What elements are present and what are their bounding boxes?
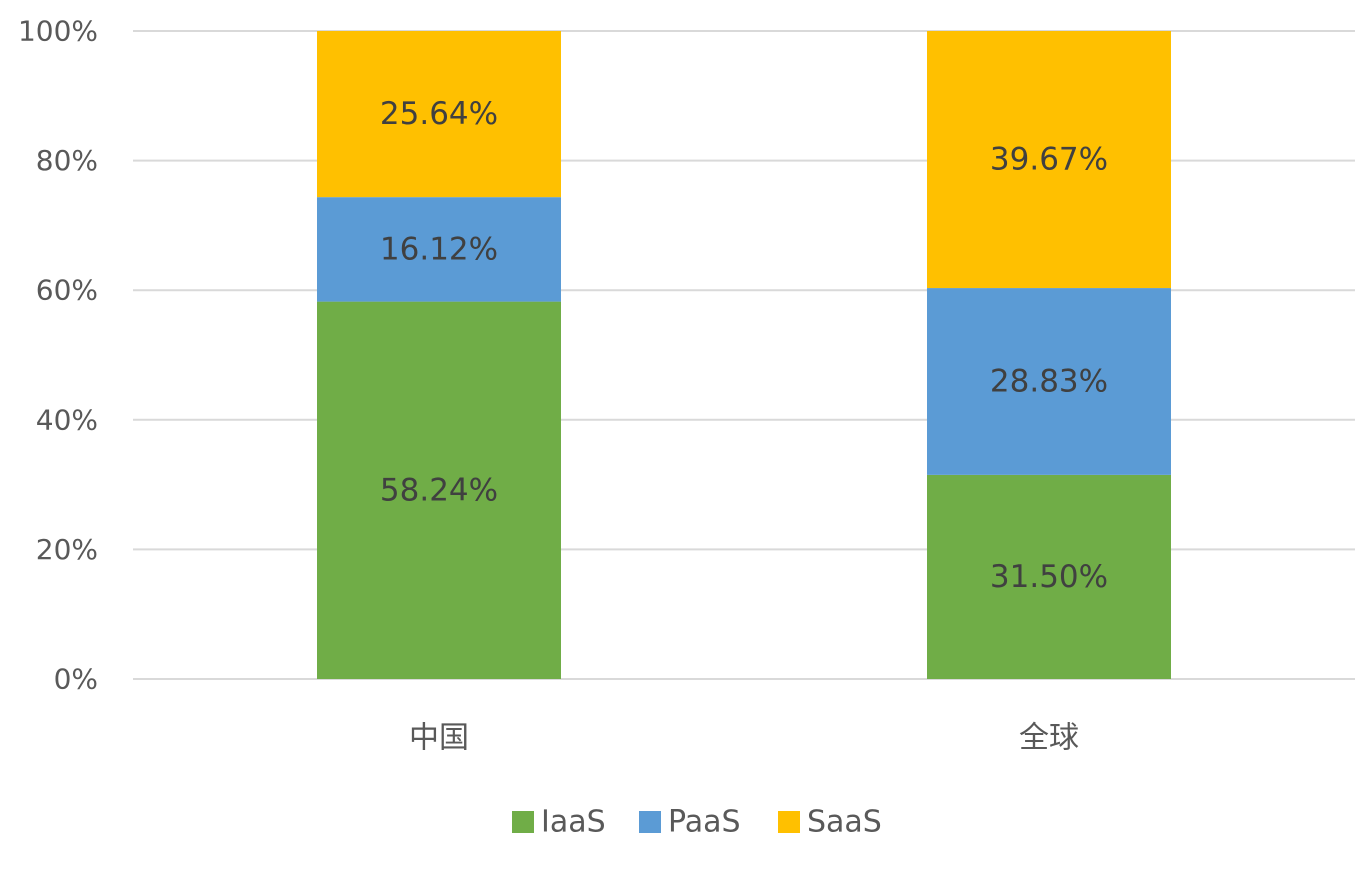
data-label-saas: 25.64%: [380, 96, 498, 132]
x-axis-categories: 中国 全球: [409, 721, 1079, 756]
x-category-label: 全球: [1019, 721, 1079, 756]
data-label-paas: 28.83%: [990, 363, 1108, 399]
x-category-label: 中国: [409, 721, 469, 756]
data-label-iaas: 31.50%: [990, 559, 1108, 595]
y-tick-label: 40%: [36, 403, 98, 436]
bar-segment-iaas: [317, 301, 561, 679]
bar-segment-paas: [317, 197, 561, 302]
legend-swatch-paas: [639, 811, 661, 833]
gridlines: [133, 30, 1355, 680]
legend-swatch-iaas: [512, 811, 534, 833]
y-axis-ticks: 0% 20% 40% 60% 80% 100%: [18, 15, 98, 696]
y-tick-label: 60%: [36, 274, 98, 307]
bar-segment-saas: [317, 31, 561, 198]
bar-segment-iaas: [927, 474, 1171, 679]
data-label-saas: 39.67%: [990, 142, 1108, 178]
data-label-iaas: 58.24%: [380, 472, 498, 508]
legend-label-saas: SaaS: [807, 805, 882, 840]
data-labels: 58.24% 16.12% 25.64% 31.50% 28.83% 39.67%: [380, 96, 1108, 595]
legend: IaaS PaaS SaaS: [512, 805, 882, 840]
legend-label-paas: PaaS: [668, 805, 741, 840]
bar-segment-saas: [927, 31, 1171, 289]
y-tick-label: 20%: [36, 533, 98, 566]
data-label-paas: 16.12%: [380, 231, 498, 267]
legend-label-iaas: IaaS: [541, 805, 606, 840]
y-tick-label: 0%: [54, 663, 98, 696]
bar-segment-paas: [927, 288, 1171, 475]
bars: [317, 31, 1171, 679]
legend-swatch-saas: [778, 811, 800, 833]
y-tick-label: 100%: [18, 15, 98, 48]
y-tick-label: 80%: [36, 144, 98, 177]
